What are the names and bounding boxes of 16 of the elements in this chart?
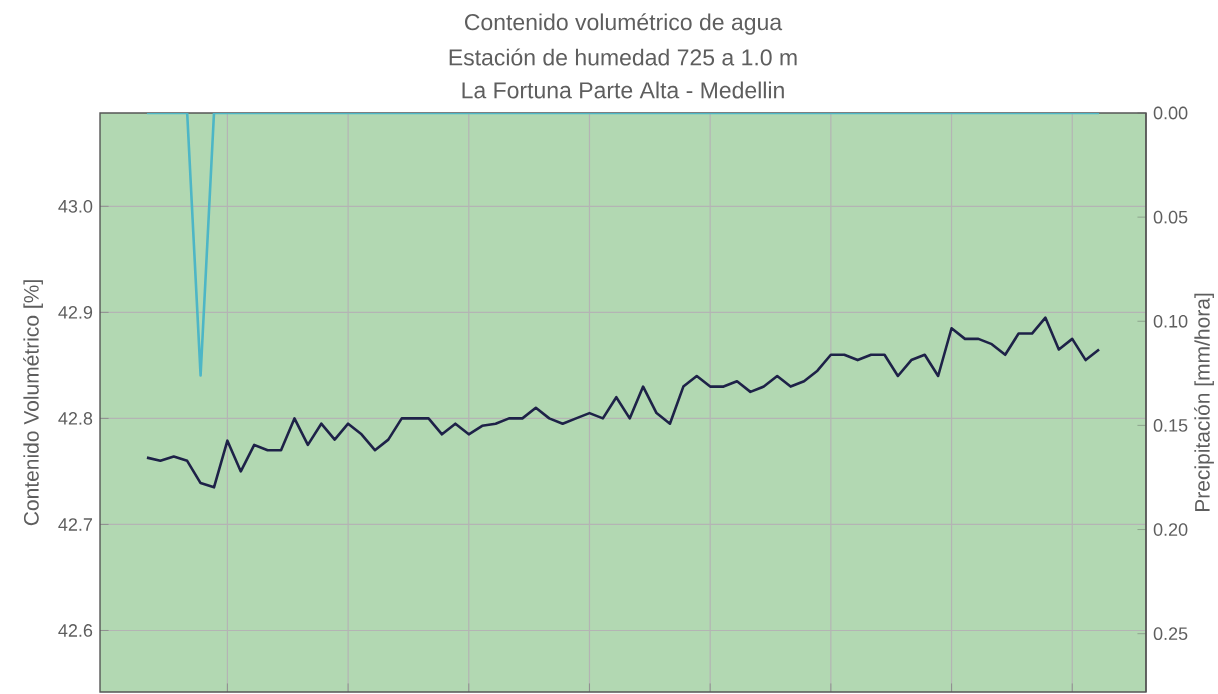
y-axis-title: Contenido Volumétrico [%] [23, 280, 43, 526]
y-tick-label: 43.0 [58, 199, 93, 213]
y2-tick-label: 0.00 [1153, 106, 1188, 120]
y-tick-label: 42.6 [58, 624, 93, 637]
y2-tick-label: 0.15 [1153, 419, 1188, 432]
y-tick-label: 42.8 [58, 412, 93, 425]
y2-tick-label: 0.10 [1153, 314, 1188, 328]
y-tick-label: 42.7 [58, 518, 93, 531]
y2-axis-title: Precipitación [mm/hora] [1194, 293, 1214, 512]
chart-subtitle: Estación de humedad 725 a 1.0 m [449, 48, 797, 66]
chart-title: Contenido volumétrico de agua [464, 13, 783, 35]
y2-tick-label: 0.05 [1153, 210, 1188, 224]
text: La Fortuna Parte Alta - Medellin [462, 81, 784, 99]
y2-tick-label: 0.25 [1153, 627, 1188, 641]
y2-tick-label: 0.20 [1153, 523, 1188, 536]
y-tick-label: 42.9 [58, 305, 93, 319]
